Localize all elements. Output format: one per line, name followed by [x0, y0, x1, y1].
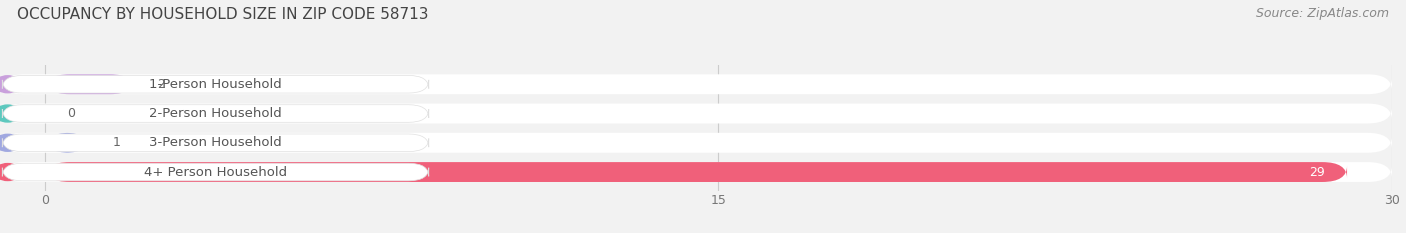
FancyBboxPatch shape	[45, 162, 1347, 182]
Text: 0: 0	[67, 107, 76, 120]
FancyBboxPatch shape	[0, 104, 1392, 123]
Text: 3-Person Household: 3-Person Household	[149, 136, 281, 149]
Circle shape	[0, 105, 21, 122]
Text: 2: 2	[157, 78, 165, 91]
FancyBboxPatch shape	[3, 105, 429, 122]
FancyBboxPatch shape	[0, 162, 1392, 182]
Text: 29: 29	[1309, 165, 1324, 178]
Text: 2-Person Household: 2-Person Household	[149, 107, 281, 120]
FancyBboxPatch shape	[0, 133, 1392, 153]
FancyBboxPatch shape	[3, 163, 429, 181]
FancyBboxPatch shape	[45, 74, 135, 94]
Text: OCCUPANCY BY HOUSEHOLD SIZE IN ZIP CODE 58713: OCCUPANCY BY HOUSEHOLD SIZE IN ZIP CODE …	[17, 7, 429, 22]
Circle shape	[0, 134, 21, 151]
FancyBboxPatch shape	[3, 134, 429, 151]
Text: Source: ZipAtlas.com: Source: ZipAtlas.com	[1256, 7, 1389, 20]
Text: 1: 1	[112, 136, 120, 149]
Text: 1-Person Household: 1-Person Household	[149, 78, 281, 91]
FancyBboxPatch shape	[45, 133, 90, 153]
Circle shape	[0, 164, 21, 181]
FancyBboxPatch shape	[0, 74, 1392, 94]
Circle shape	[0, 76, 21, 93]
FancyBboxPatch shape	[3, 75, 429, 93]
Text: 4+ Person Household: 4+ Person Household	[143, 165, 287, 178]
